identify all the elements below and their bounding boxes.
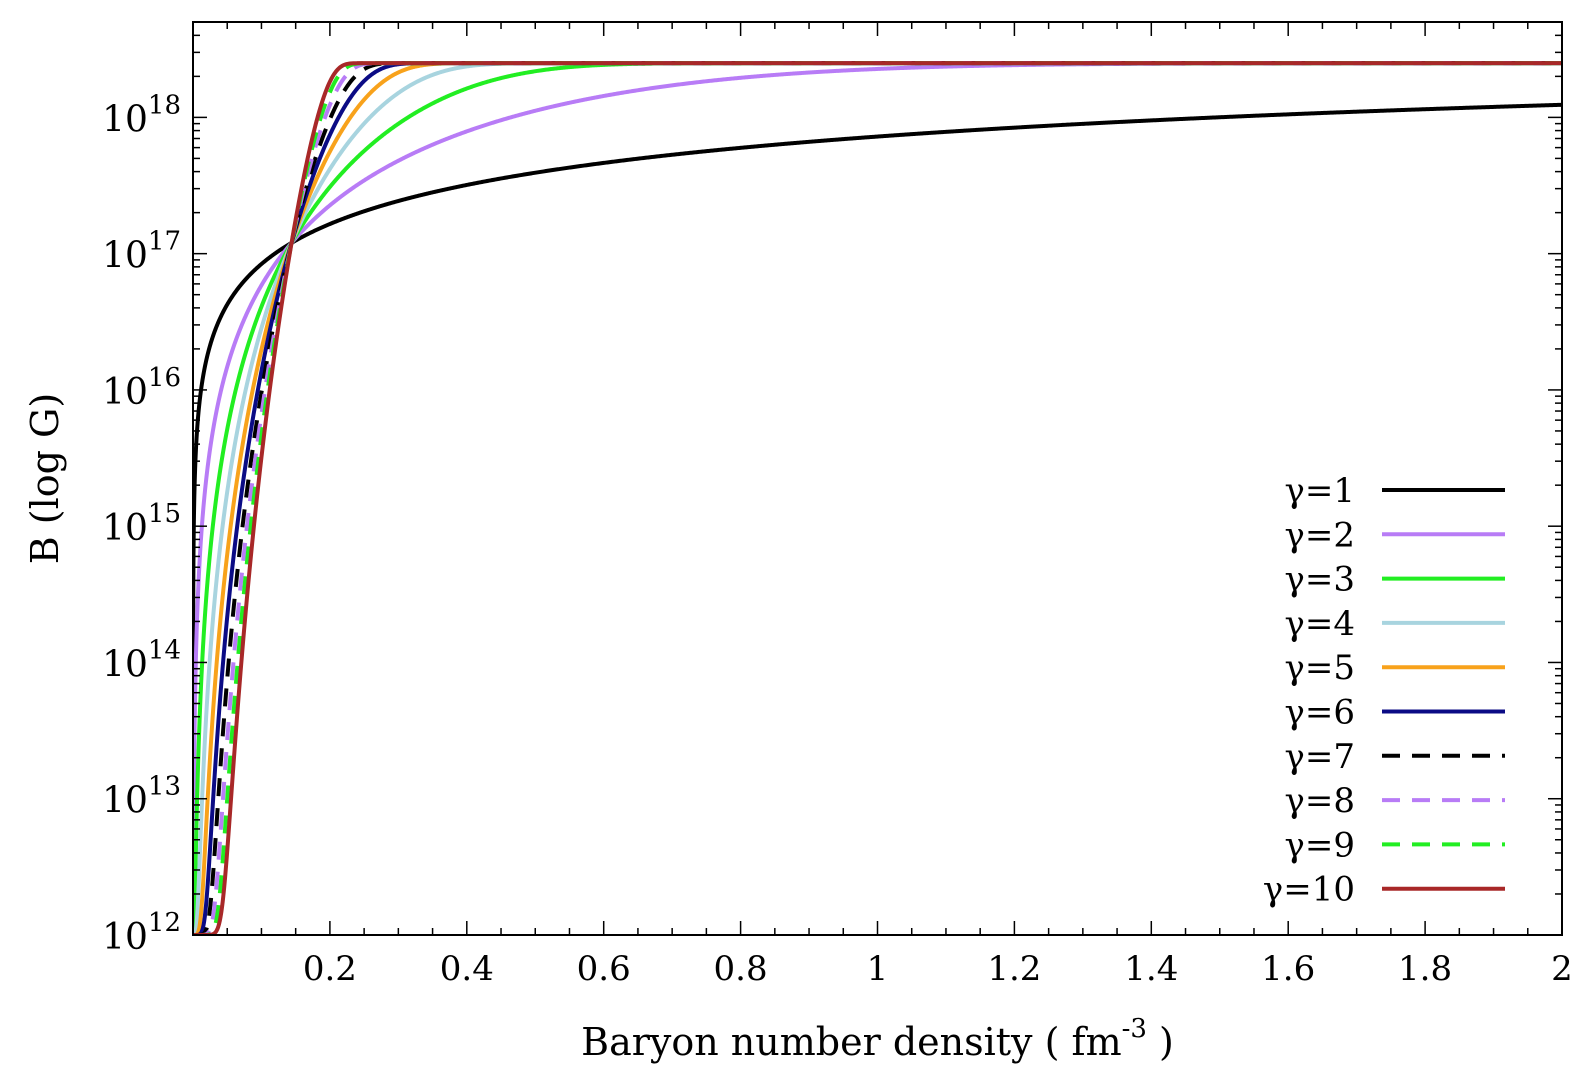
y-tick-label-base: 10 bbox=[102, 236, 148, 277]
axis-ticks bbox=[193, 21, 1562, 936]
y-tick-label-exponent: 16 bbox=[148, 363, 181, 393]
y-tick-label: 1016 bbox=[102, 363, 181, 413]
legend-label: γ=2 bbox=[1285, 515, 1355, 555]
legend-item: γ=6 bbox=[1285, 693, 1505, 733]
x-tick-label: 1 bbox=[867, 949, 889, 989]
series-line-gamma-6 bbox=[193, 61, 1562, 935]
y-tick-label-base: 10 bbox=[102, 372, 148, 413]
y-tick-label-exponent: 14 bbox=[148, 635, 181, 665]
x-tick-label: 1.4 bbox=[1124, 949, 1178, 989]
legend-label: γ=9 bbox=[1285, 825, 1355, 865]
y-tick-label-exponent: 12 bbox=[148, 908, 181, 938]
y-tick-label-exponent: 13 bbox=[148, 772, 181, 802]
legend-label: γ=10 bbox=[1263, 870, 1355, 910]
legend-label: γ=6 bbox=[1285, 693, 1355, 733]
y-tick-label-exponent: 15 bbox=[148, 499, 181, 529]
legend-item: γ=5 bbox=[1285, 648, 1505, 688]
y-tick-label: 1018 bbox=[102, 90, 181, 140]
y-tick-label: 1013 bbox=[102, 772, 181, 822]
y-tick-label: 1012 bbox=[102, 908, 181, 958]
legend-item: γ=7 bbox=[1285, 737, 1505, 777]
legend-label: γ=4 bbox=[1285, 604, 1355, 644]
x-tick-label: 0.8 bbox=[714, 949, 768, 989]
series-line-gamma-2 bbox=[193, 61, 1562, 935]
legend-item: γ=10 bbox=[1263, 870, 1505, 910]
series-line-gamma-4 bbox=[193, 61, 1562, 935]
plot-frame bbox=[192, 21, 1563, 936]
y-tick-label-base: 10 bbox=[102, 99, 148, 140]
y-tick-label-base: 10 bbox=[102, 781, 148, 822]
legend-label: γ=5 bbox=[1285, 648, 1355, 688]
y-tick-label: 1017 bbox=[102, 227, 181, 277]
legend-item: γ=2 bbox=[1285, 515, 1505, 555]
y-tick-label-exponent: 18 bbox=[148, 90, 181, 120]
x-tick-label: 0.6 bbox=[577, 949, 631, 989]
x-tick-label: 0.2 bbox=[303, 949, 357, 989]
series-line-gamma-3 bbox=[193, 61, 1562, 935]
legend-item: γ=4 bbox=[1285, 604, 1505, 644]
legend-label: γ=3 bbox=[1285, 560, 1355, 600]
series-line-gamma-7 bbox=[193, 61, 1562, 935]
x-axis-label: Baryon number density ( fm-3 ) bbox=[581, 1014, 1174, 1064]
x-tick-label: 1.8 bbox=[1398, 949, 1452, 989]
x-tick-labels: 0.2 0.4 0.6 0.8 1 1.2 1.4 1.6 1.8 2 bbox=[303, 949, 1573, 989]
x-tick-label: 2 bbox=[1551, 949, 1573, 989]
y-tick-label-base: 10 bbox=[102, 508, 148, 549]
legend-label: γ=8 bbox=[1285, 781, 1355, 821]
legend-item: γ=1 bbox=[1285, 471, 1505, 511]
y-tick-label: 1015 bbox=[102, 499, 181, 549]
series-curves bbox=[193, 61, 1562, 935]
y-axis-label: B (log G) bbox=[23, 393, 67, 564]
x-tick-label: 1.6 bbox=[1261, 949, 1315, 989]
series-line-gamma-8 bbox=[193, 61, 1562, 935]
x-tick-label: 0.4 bbox=[440, 949, 494, 989]
x-axis-label-text: Baryon number density ( fm bbox=[581, 1020, 1121, 1064]
legend: γ=1γ=2 γ=3γ=4γ=5 γ=6γ=7γ=8γ=9 γ=10 bbox=[1263, 471, 1505, 910]
y-tick-label-base: 10 bbox=[102, 644, 148, 685]
series-line-gamma-5 bbox=[193, 61, 1562, 935]
y-tick-label-base: 10 bbox=[102, 917, 148, 958]
legend-item: γ=8 bbox=[1285, 781, 1505, 821]
series-line-gamma-1 bbox=[193, 102, 1562, 935]
x-axis-label-end: ) bbox=[1147, 1020, 1174, 1064]
y-tick-label-exponent: 17 bbox=[148, 227, 181, 257]
legend-label: γ=7 bbox=[1285, 737, 1355, 777]
legend-label: γ=1 bbox=[1285, 471, 1355, 511]
legend-item: γ=3 bbox=[1285, 560, 1505, 600]
series-line-gamma-9 bbox=[193, 61, 1562, 935]
x-tick-label: 1.2 bbox=[987, 949, 1041, 989]
y-tick-label: 1014 bbox=[102, 635, 181, 685]
x-axis-label-superscript: -3 bbox=[1122, 1014, 1147, 1044]
series-line-gamma-10 bbox=[193, 61, 1562, 935]
legend-item: γ=9 bbox=[1285, 825, 1505, 865]
